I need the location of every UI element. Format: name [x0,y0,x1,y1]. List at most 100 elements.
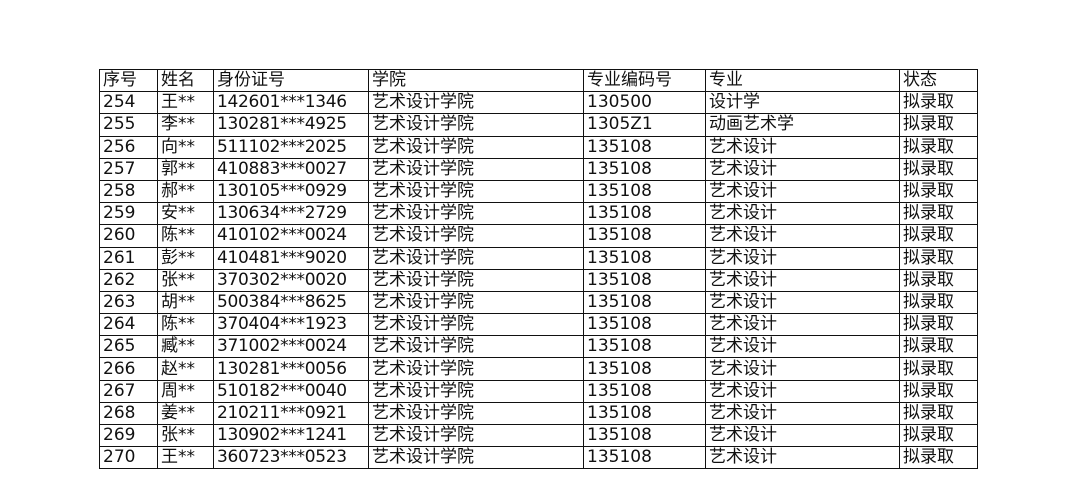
id-number-cell: 410102***0024 [213,224,369,248]
college-cell: 艺术设计学院 [368,290,584,315]
header-seq: 序号 [99,68,158,93]
seq-cell: 268 [99,401,158,426]
table-row: 268 姜** 210211***0921 艺术设计学院 135108 艺术设计 拟录取 [99,401,978,426]
id-number-cell: 130902***1241 [213,423,369,448]
name-cell: 赵** [157,357,214,381]
table-row: 265 臧** 371002***0024 艺术设计学院 135108 艺术设计 拟录取 [99,335,978,359]
major-code-cell: 130500 [583,91,706,115]
seq-cell: 260 [99,224,158,248]
major-code-cell: 135108 [583,224,706,248]
major-code-cell: 135108 [583,179,706,204]
name-cell: 张** [157,423,214,448]
name-cell: 安** [157,202,214,226]
header-major-code: 专业编码号 [583,68,706,93]
name-cell: 张** [157,268,214,292]
major-cell: 艺术设计 [705,268,900,292]
college-cell: 艺术设计学院 [368,157,584,181]
table-row: 262 张** 370302***0020 艺术设计学院 135108 艺术设计 拟录取 [99,268,978,292]
table-row: 257 郭** 410883***0027 艺术设计学院 135108 艺术设计 拟录取 [99,157,978,181]
college-cell: 艺术设计学院 [368,224,584,248]
major-cell: 艺术设计 [705,157,900,181]
table-row: 255 李** 130281***4925 艺术设计学院 1305Z1 动画艺术学 拟录取 [99,113,978,137]
major-code-cell: 135108 [583,202,706,226]
table-row: 254 王** 142601***1346 艺术设计学院 130500 设计学 拟录取 [99,91,978,115]
name-cell: 向** [157,135,214,159]
id-number-cell: 360723***0523 [213,446,369,470]
major-code-cell: 135108 [583,423,706,448]
major-code-cell: 135108 [583,268,706,292]
id-number-cell: 210211***0921 [213,401,369,426]
major-cell: 艺术设计 [705,290,900,315]
status-cell: 拟录取 [899,179,978,204]
college-cell: 艺术设计学院 [368,202,584,226]
status-cell: 拟录取 [899,157,978,181]
seq-cell: 255 [99,113,158,137]
major-cell: 艺术设计 [705,379,900,403]
table-row: 267 周** 510182***0040 艺术设计学院 135108 艺术设计 拟录取 [99,379,978,403]
table-row: 266 赵** 130281***0056 艺术设计学院 135108 艺术设计 拟录取 [99,357,978,381]
college-cell: 艺术设计学院 [368,179,584,204]
major-code-cell: 135108 [583,357,706,381]
college-cell: 艺术设计学院 [368,246,584,270]
header-row: 序号 姓名 身份证号 学院 专业编码号 专业 状态 [99,68,978,93]
seq-cell: 254 [99,91,158,115]
college-cell: 艺术设计学院 [368,379,584,403]
id-number-cell: 130281***0056 [213,357,369,381]
name-cell: 李** [157,113,214,137]
name-cell: 周** [157,379,214,403]
table-row: 270 王** 360723***0523 艺术设计学院 135108 艺术设计 拟录取 [99,446,978,470]
seq-cell: 261 [99,246,158,270]
college-cell: 艺术设计学院 [368,357,584,381]
major-code-cell: 135108 [583,290,706,315]
major-cell: 艺术设计 [705,179,900,204]
status-cell: 拟录取 [899,379,978,403]
seq-cell: 267 [99,379,158,403]
id-number-cell: 371002***0024 [213,335,369,359]
major-cell: 艺术设计 [705,135,900,159]
name-cell: 胡** [157,290,214,315]
college-cell: 艺术设计学院 [368,91,584,115]
name-cell: 郭** [157,157,214,181]
seq-cell: 265 [99,335,158,359]
college-cell: 艺术设计学院 [368,113,584,137]
header-major: 专业 [705,68,900,93]
status-cell: 拟录取 [899,246,978,270]
major-cell: 设计学 [705,91,900,115]
header-status: 状态 [899,68,978,93]
table-row: 259 安** 130634***2729 艺术设计学院 135108 艺术设计 拟录取 [99,202,978,226]
table-row: 263 胡** 500384***8625 艺术设计学院 135108 艺术设计 拟录取 [99,290,978,315]
seq-cell: 263 [99,290,158,315]
status-cell: 拟录取 [899,401,978,426]
header-id-number: 身份证号 [213,68,369,93]
name-cell: 陈** [157,313,214,337]
status-cell: 拟录取 [899,335,978,359]
status-cell: 拟录取 [899,202,978,226]
name-cell: 王** [157,446,214,470]
college-cell: 艺术设计学院 [368,268,584,292]
status-cell: 拟录取 [899,313,978,337]
name-cell: 郝** [157,179,214,204]
major-code-cell: 135108 [583,246,706,270]
table-row: 264 陈** 370404***1923 艺术设计学院 135108 艺术设计 拟录取 [99,313,978,337]
major-cell: 艺术设计 [705,202,900,226]
college-cell: 艺术设计学院 [368,446,584,470]
major-cell: 艺术设计 [705,246,900,270]
seq-cell: 264 [99,313,158,337]
id-number-cell: 510182***0040 [213,379,369,403]
id-number-cell: 142601***1346 [213,91,369,115]
major-code-cell: 135108 [583,335,706,359]
name-cell: 王** [157,91,214,115]
college-cell: 艺术设计学院 [368,135,584,159]
status-cell: 拟录取 [899,290,978,315]
table-row: 261 彭** 410481***9020 艺术设计学院 135108 艺术设计 拟录取 [99,246,978,270]
id-number-cell: 511102***2025 [213,135,369,159]
major-cell: 艺术设计 [705,423,900,448]
id-number-cell: 130281***4925 [213,113,369,137]
id-number-cell: 130105***0929 [213,179,369,204]
status-cell: 拟录取 [899,423,978,448]
major-cell: 艺术设计 [705,224,900,248]
major-code-cell: 135108 [583,157,706,181]
major-code-cell: 135108 [583,446,706,470]
header-name: 姓名 [157,68,214,93]
name-cell: 彭** [157,246,214,270]
